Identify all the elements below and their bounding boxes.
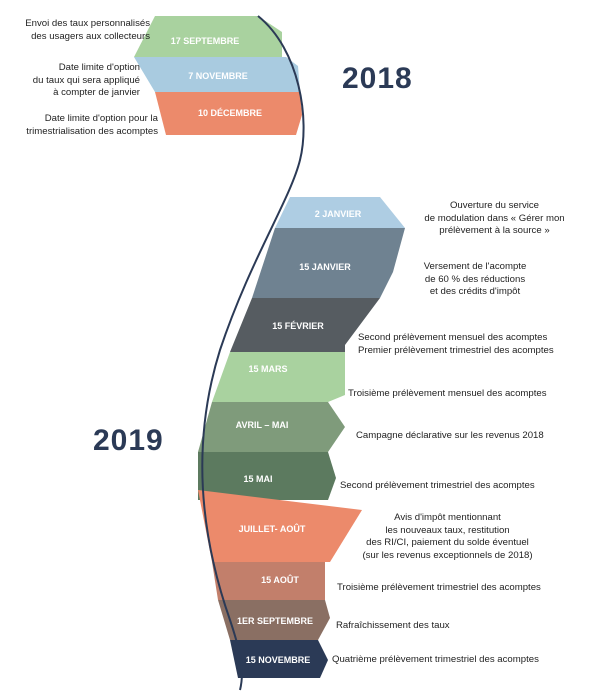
- date-15-novembre: 15 NOVEMBRE: [246, 655, 311, 665]
- year-2018-heading: 2018: [342, 62, 413, 95]
- desc-15-fevrier: Second prélèvement mensuel des acomptes …: [358, 332, 554, 356]
- desc-2-janvier: Ouverture du service de modulation dans …: [424, 200, 565, 236]
- desc-1er-septembre: Rafraîchissement des taux: [336, 620, 450, 631]
- date-avril-mai: AVRIL – MAI: [236, 420, 289, 430]
- band-15-mai: [198, 452, 336, 500]
- date-15-fevrier: 15 FÉVRIER: [272, 321, 324, 331]
- desc-avril-mai: Campagne déclarative sur les revenus 201…: [356, 430, 544, 441]
- band-15-aout: [212, 562, 325, 600]
- date-2-janvier: 2 JANVIER: [315, 209, 362, 219]
- band-7-novembre: [134, 57, 300, 92]
- band-juillet-aout: [198, 490, 362, 562]
- band-2-janvier: [275, 197, 405, 228]
- date-juillet-aout: JUILLET- AOÛT: [239, 523, 306, 534]
- band-15-novembre: [230, 640, 328, 678]
- date-15-janvier: 15 JANVIER: [299, 262, 351, 272]
- desc-15-novembre: Quatrième prélèvement trimestriel des ac…: [332, 654, 539, 665]
- date-10-decembre: 10 DÉCEMBRE: [198, 108, 262, 118]
- year-2019-heading: 2019: [93, 424, 164, 457]
- timeline-curve: [201, 15, 305, 691]
- desc-15-mars: Troisième prélèvement mensuel des acompt…: [348, 388, 547, 399]
- desc-15-mai: Second prélèvement trimestriel des acomp…: [340, 480, 535, 491]
- date-1er-septembre: 1ER SEPTEMBRE: [237, 616, 313, 626]
- date-15-aout: 15 AOÛT: [261, 574, 299, 585]
- band-17-septembre: [134, 16, 282, 57]
- desc-15-aout: Troisième prélèvement trimestriel des ac…: [337, 582, 541, 593]
- date-17-septembre: 17 SEPTEMBRE: [171, 36, 240, 46]
- date-7-novembre: 7 NOVEMBRE: [188, 71, 248, 81]
- desc-10-decembre: Date limite d'option pour la trimestrial…: [26, 113, 158, 137]
- desc-15-janvier: Versement de l'acompte de 60 % des réduc…: [423, 261, 527, 297]
- date-15-mars: 15 MARS: [248, 364, 287, 374]
- band-15-janvier: [252, 228, 405, 298]
- date-15-mai: 15 MAI: [243, 474, 272, 484]
- band-avril-mai: [198, 402, 345, 452]
- desc-7-novembre: Date limite d'option du taux qui sera ap…: [32, 62, 140, 98]
- band-15-fevrier: [230, 298, 380, 352]
- desc-juillet-aout: Avis d'impôt mentionnant les nouveaux ta…: [362, 512, 533, 561]
- desc-17-septembre: Envoi des taux personnalisés des usagers…: [25, 18, 150, 42]
- band-15-mars: [212, 352, 345, 402]
- band-10-decembre: [155, 92, 302, 135]
- band-1er-septembre: [218, 600, 330, 640]
